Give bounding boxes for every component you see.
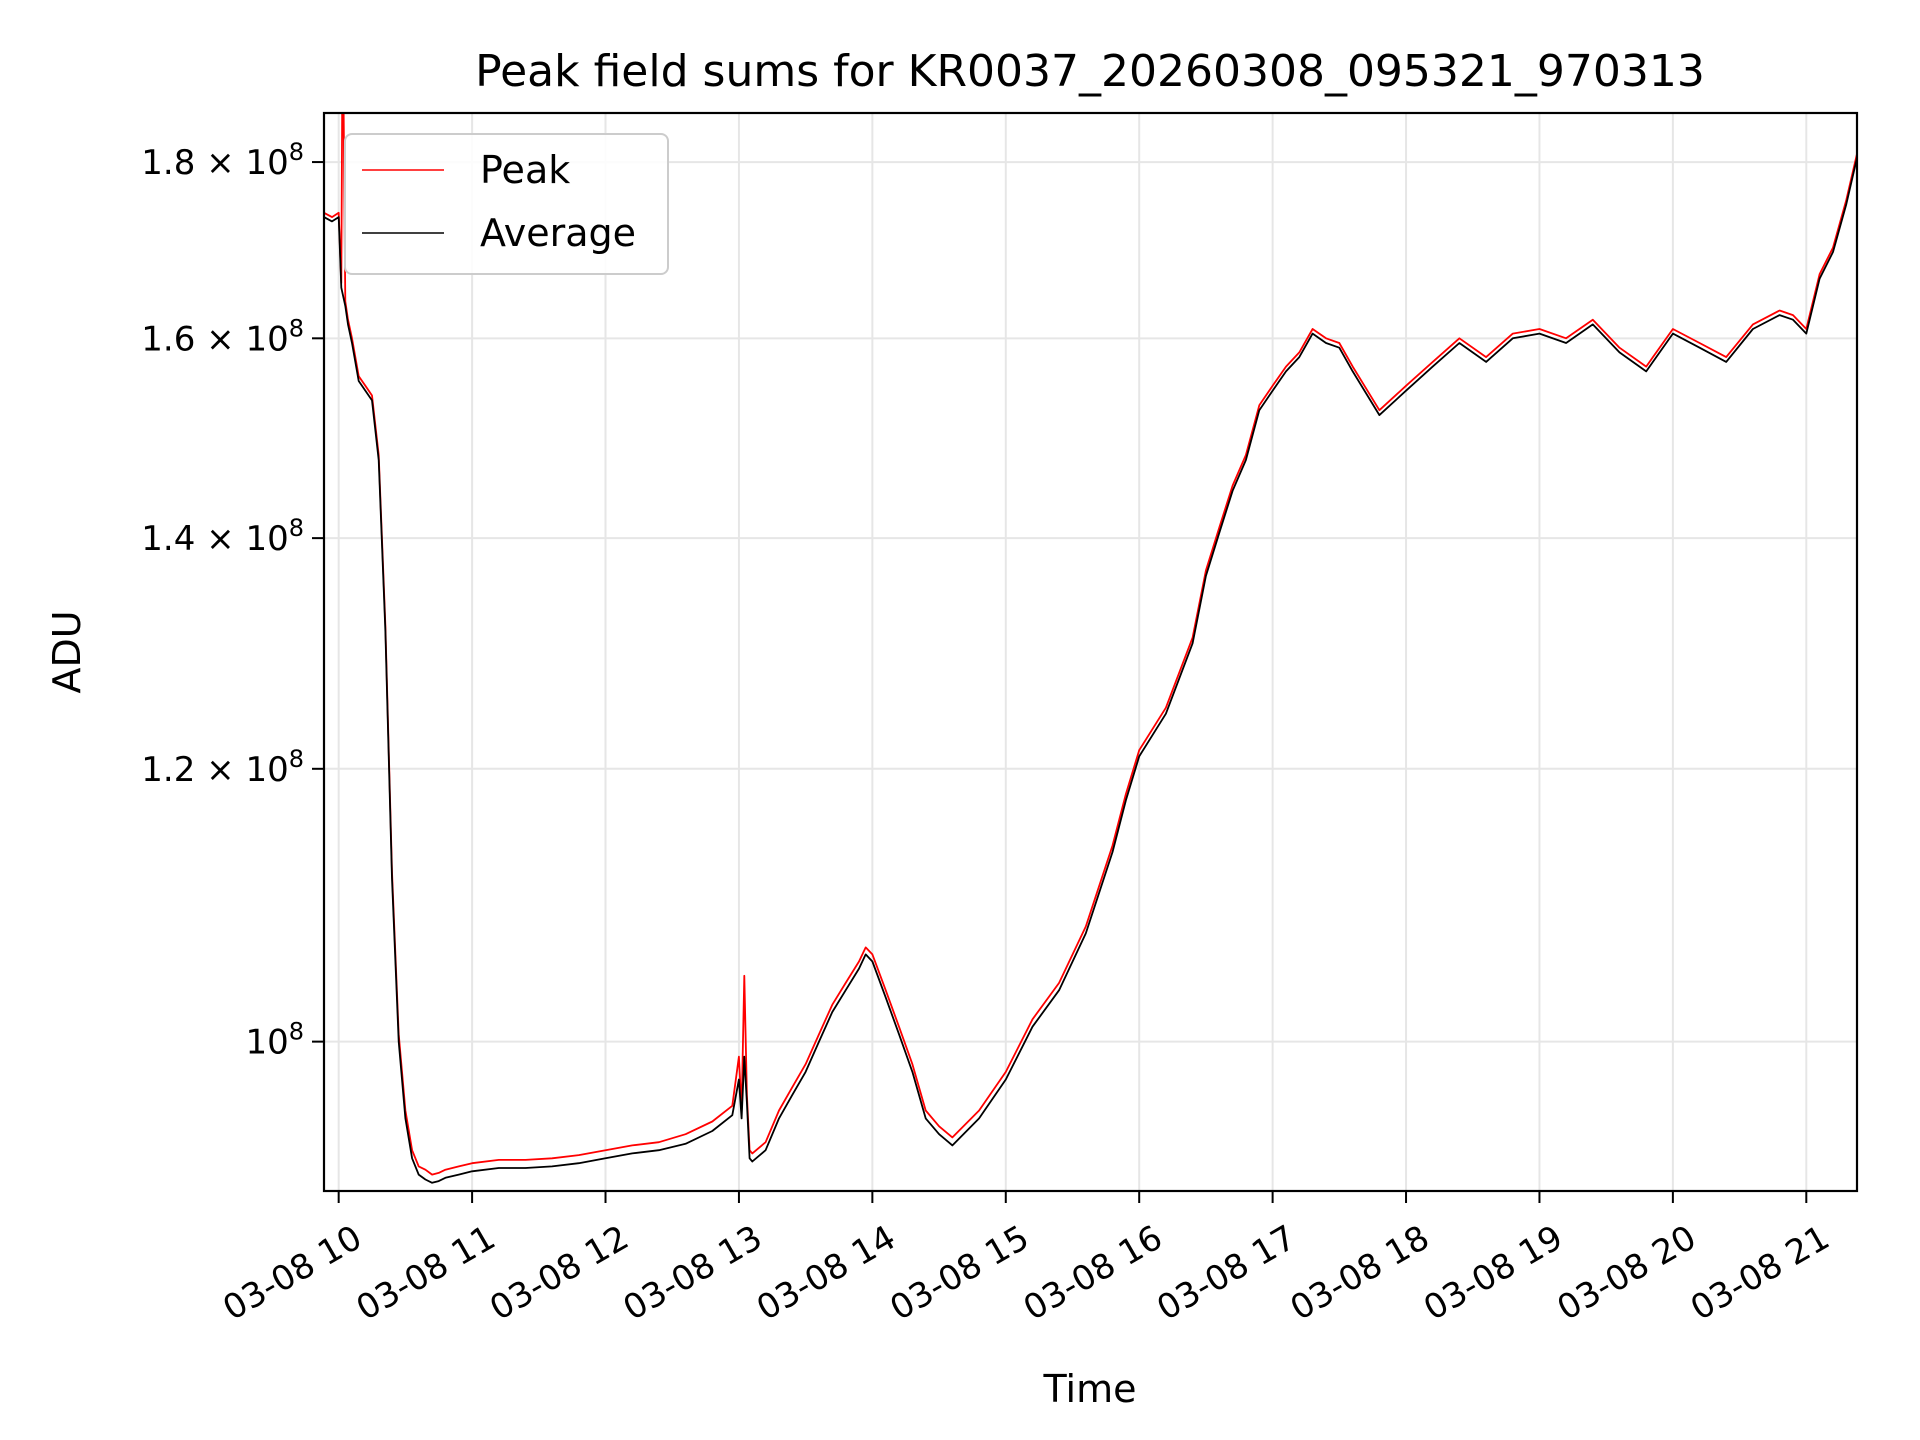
legend: Peak Average bbox=[344, 133, 669, 275]
x-tick-label: 03-08 19 bbox=[1417, 1218, 1569, 1329]
series-line-average bbox=[324, 157, 1857, 1184]
y-axis: 108 1.2 × 108 1.4 × 108 1.6 × 108 1.8 × 108 bbox=[141, 138, 324, 1063]
legend-label-average: Average bbox=[480, 211, 636, 255]
x-tick-label: 03-08 10 bbox=[216, 1218, 368, 1329]
legend-box bbox=[344, 133, 669, 275]
x-tick-label: 03-08 15 bbox=[883, 1218, 1035, 1329]
x-tick-label: 03-08 12 bbox=[483, 1218, 635, 1329]
x-axis-label: Time bbox=[1043, 1367, 1137, 1411]
grid bbox=[324, 113, 1857, 1191]
y-axis-label: ADU bbox=[45, 610, 89, 693]
y-tick-label: 1.4 × 108 bbox=[141, 514, 304, 559]
legend-label-peak: Peak bbox=[480, 148, 570, 192]
y-tick-label: 1.6 × 108 bbox=[141, 314, 304, 359]
y-tick-label: 1.8 × 108 bbox=[141, 138, 304, 183]
series-line-peak bbox=[324, 113, 1857, 1176]
x-tick-label: 03-08 18 bbox=[1284, 1218, 1436, 1329]
x-tick-label: 03-08 14 bbox=[750, 1218, 902, 1329]
plot-lines bbox=[324, 113, 1857, 1184]
x-tick-label: 03-08 20 bbox=[1551, 1218, 1703, 1329]
chart-title: Peak field sums for KR0037_20260308_0953… bbox=[475, 46, 1705, 97]
x-tick-label: 03-08 21 bbox=[1684, 1218, 1836, 1329]
x-tick-label: 03-08 11 bbox=[350, 1218, 502, 1329]
x-tick-label: 03-08 16 bbox=[1017, 1218, 1169, 1329]
x-tick-label: 03-08 13 bbox=[617, 1218, 769, 1329]
plot-frame bbox=[322, 111, 1859, 1193]
y-tick-label: 1.2 × 108 bbox=[141, 745, 304, 790]
x-tick-label: 03-08 17 bbox=[1150, 1218, 1302, 1329]
y-tick-label: 108 bbox=[245, 1018, 304, 1063]
